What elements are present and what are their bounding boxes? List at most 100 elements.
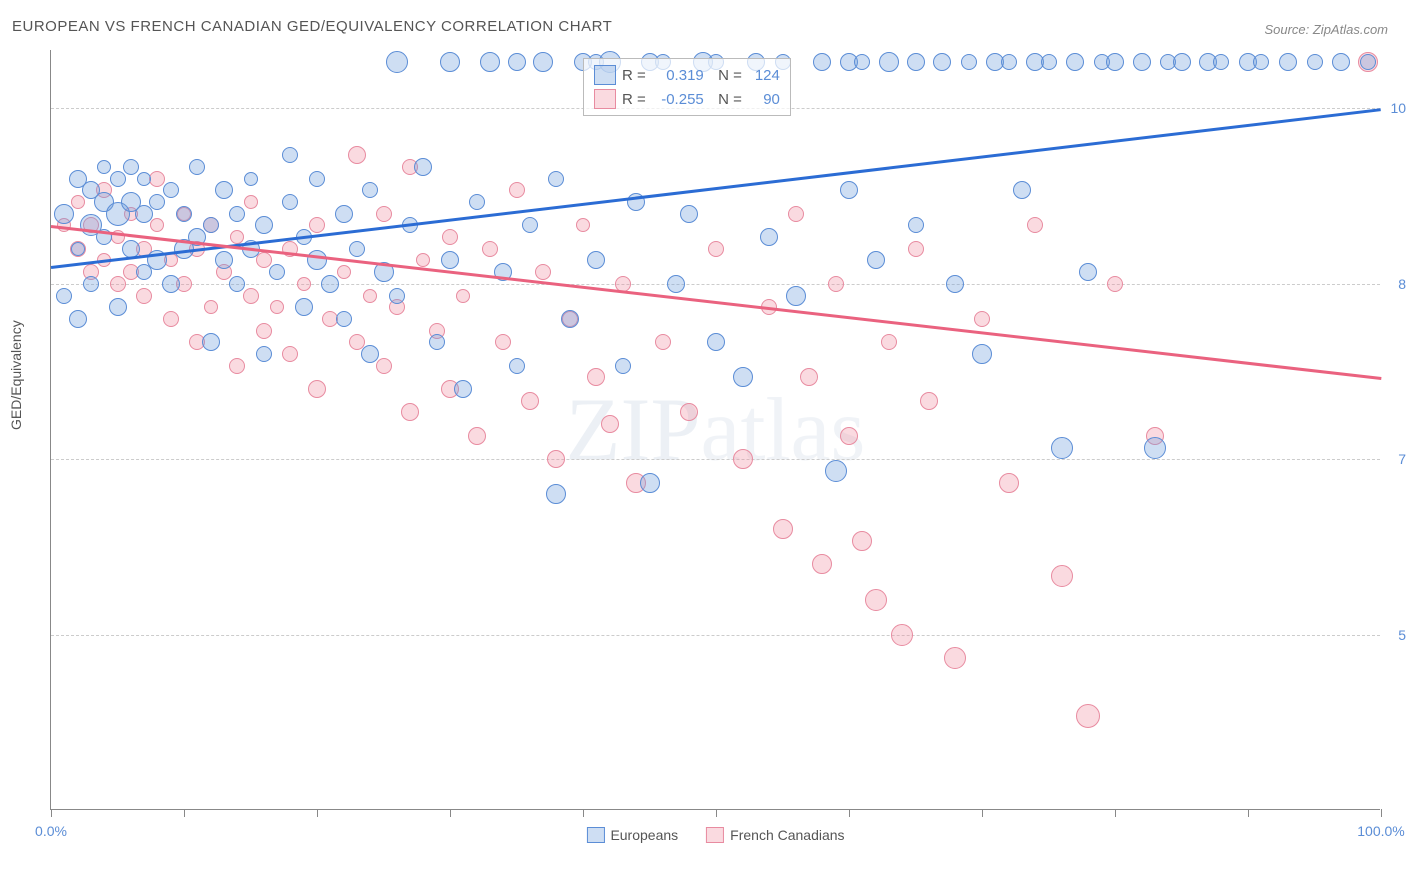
data-point: [135, 205, 153, 223]
data-point: [508, 53, 526, 71]
data-point: [879, 52, 899, 72]
n-label: N =: [710, 67, 742, 84]
legend-item: French Canadians: [706, 827, 844, 843]
data-point: [1066, 53, 1084, 71]
data-point: [601, 415, 619, 433]
data-point: [773, 519, 793, 539]
n-label: N =: [710, 91, 742, 108]
data-point: [1144, 437, 1166, 459]
chart-container: EUROPEAN VS FRENCH CANADIAN GED/EQUIVALE…: [0, 0, 1406, 892]
legend-label: French Canadians: [730, 827, 844, 843]
data-point: [204, 300, 218, 314]
data-point: [1307, 54, 1323, 70]
y-tick-label: 85.0%: [1384, 276, 1406, 292]
data-point: [561, 310, 579, 328]
legend-label: Europeans: [610, 827, 678, 843]
data-point: [297, 277, 311, 291]
r-value: -0.255: [652, 91, 704, 108]
x-tick: [982, 809, 983, 817]
data-point: [110, 171, 126, 187]
data-point: [1051, 565, 1073, 587]
data-point: [336, 311, 352, 327]
y-axis-label: GED/Equivalency: [8, 320, 24, 430]
data-point: [1027, 217, 1043, 233]
data-point: [1106, 53, 1124, 71]
data-point: [974, 311, 990, 327]
data-point: [587, 368, 605, 386]
data-point: [349, 241, 365, 257]
data-point: [708, 241, 724, 257]
watermark-bold: ZIP: [566, 380, 701, 479]
data-point: [1213, 54, 1229, 70]
data-point: [788, 206, 804, 222]
plot-area: ZIPatlas EuropeansFrench Canadians 55.0%…: [50, 50, 1380, 810]
data-point: [828, 276, 844, 292]
data-point: [229, 358, 245, 374]
data-point: [361, 345, 379, 363]
legend-swatch: [594, 89, 616, 109]
data-point: [440, 52, 460, 72]
x-tick: [583, 809, 584, 817]
data-point: [667, 275, 685, 293]
x-tick: [450, 809, 451, 817]
x-tick: [184, 809, 185, 817]
legend-row: R = 0.319 N = 124: [594, 63, 780, 87]
data-point: [521, 392, 539, 410]
data-point: [812, 554, 832, 574]
data-point: [414, 158, 432, 176]
y-tick-label: 100.0%: [1384, 100, 1406, 116]
data-point: [707, 333, 725, 351]
data-point: [576, 218, 590, 232]
data-point: [1013, 181, 1031, 199]
data-point: [244, 195, 258, 209]
data-point: [655, 334, 671, 350]
data-point: [162, 275, 180, 293]
data-point: [202, 333, 220, 351]
data-point: [256, 252, 272, 268]
data-point: [482, 241, 498, 257]
n-value: 124: [748, 67, 780, 84]
data-point: [282, 346, 298, 362]
data-point: [176, 206, 192, 222]
data-point: [469, 194, 485, 210]
data-point: [321, 275, 339, 293]
data-point: [429, 334, 445, 350]
data-point: [441, 251, 459, 269]
data-point: [999, 473, 1019, 493]
data-point: [363, 289, 377, 303]
data-point: [533, 52, 553, 72]
data-point: [163, 311, 179, 327]
x-tick: [317, 809, 318, 817]
data-point: [1051, 437, 1073, 459]
gridline: [51, 459, 1380, 460]
x-tick: [849, 809, 850, 817]
data-point: [150, 218, 164, 232]
data-point: [907, 53, 925, 71]
x-tick: [1381, 809, 1382, 817]
data-point: [362, 182, 378, 198]
data-point: [244, 172, 258, 186]
data-point: [546, 484, 566, 504]
legend-stats: R = 0.319 N = 124 R = -0.255 N = 90: [583, 58, 791, 116]
data-point: [840, 181, 858, 199]
data-point: [416, 253, 430, 267]
data-point: [825, 460, 847, 482]
data-point: [229, 206, 245, 222]
data-point: [71, 242, 85, 256]
data-point: [137, 172, 151, 186]
data-point: [933, 53, 951, 71]
data-point: [243, 288, 259, 304]
data-point: [1041, 54, 1057, 70]
y-tick-label: 55.0%: [1384, 627, 1406, 643]
gridline: [51, 635, 1380, 636]
data-point: [203, 217, 219, 233]
x-tick: [716, 809, 717, 817]
data-point: [270, 300, 284, 314]
data-point: [1079, 263, 1097, 281]
data-point: [972, 344, 992, 364]
data-point: [548, 171, 564, 187]
y-tick-label: 70.0%: [1384, 451, 1406, 467]
data-point: [1332, 53, 1350, 71]
data-point: [495, 334, 511, 350]
data-point: [881, 334, 897, 350]
